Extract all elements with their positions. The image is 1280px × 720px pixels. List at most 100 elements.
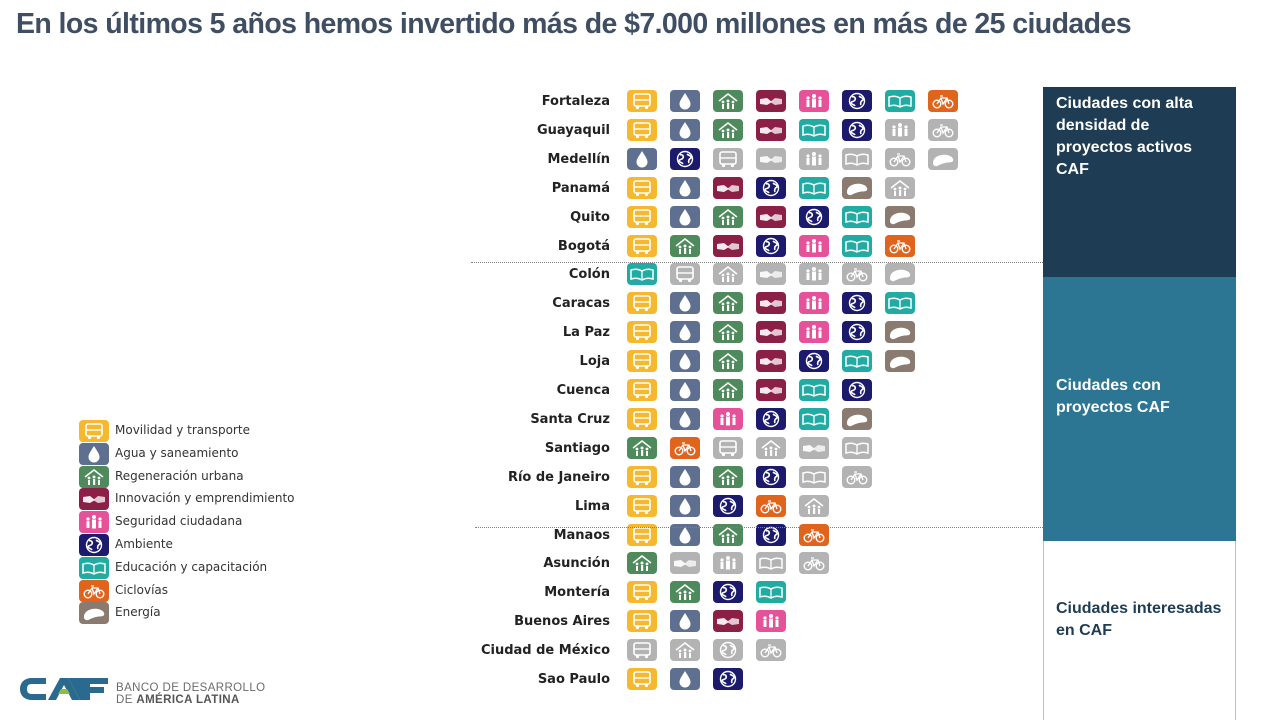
amb-icon xyxy=(713,668,743,690)
agua-icon xyxy=(670,494,700,517)
regen-icon xyxy=(670,639,700,662)
amb-icon xyxy=(756,407,786,430)
ene-icon xyxy=(885,205,915,228)
cic-icon xyxy=(79,579,109,602)
ene-icon xyxy=(885,263,915,286)
ene-icon xyxy=(842,407,872,430)
regen-icon xyxy=(713,321,743,344)
mov-icon xyxy=(627,581,657,604)
innov-icon xyxy=(756,292,786,315)
agua-icon xyxy=(670,379,700,401)
cic-icon xyxy=(756,639,786,662)
agua-icon xyxy=(670,118,700,141)
mov-icon xyxy=(713,147,743,170)
city-label: Asunción xyxy=(543,556,610,572)
legend-label: Educación y capacitación xyxy=(115,559,268,574)
panel-con-proyectos: Ciudades con proyectos CAF xyxy=(1043,277,1236,541)
cic-icon xyxy=(670,436,700,459)
city-label: Ciudad de México xyxy=(480,643,610,659)
seg-icon xyxy=(799,147,829,170)
separator-alta xyxy=(471,262,1043,263)
agua-icon xyxy=(79,442,109,465)
separator-interesadas xyxy=(475,527,1043,528)
regen-icon xyxy=(670,581,700,604)
amb-icon xyxy=(670,147,700,170)
regen-icon xyxy=(79,465,109,488)
regen-icon xyxy=(627,552,657,575)
seg-icon xyxy=(799,234,829,257)
mov-icon xyxy=(627,292,657,315)
city-label: Buenos Aires xyxy=(514,614,610,630)
innov-icon xyxy=(713,176,743,199)
agua-icon xyxy=(670,668,700,690)
innov-icon xyxy=(756,118,786,141)
regen-icon xyxy=(713,205,743,228)
panel-interesadas-label: Ciudades interesadas en CAF xyxy=(1056,600,1222,639)
regen-icon xyxy=(713,292,743,315)
amb-icon xyxy=(842,379,872,401)
edu-icon xyxy=(627,263,657,286)
innov-icon xyxy=(756,379,786,401)
city-label: Bogotá xyxy=(557,238,610,254)
page-title: En los últimos 5 años hemos invertido má… xyxy=(16,8,1132,40)
innov-icon xyxy=(79,488,109,511)
mov-icon xyxy=(670,263,700,286)
seg-icon xyxy=(713,552,743,575)
edu-icon xyxy=(799,465,829,488)
caf-logo-mark xyxy=(20,678,108,700)
regen-icon xyxy=(885,176,915,199)
city-label: Montería xyxy=(544,585,610,601)
edu-icon xyxy=(799,379,829,401)
agua-icon xyxy=(670,350,700,373)
logo-text-line2-bold: AMÉRICA LATINA xyxy=(136,694,240,706)
city-label: Loja xyxy=(579,354,610,370)
amb-icon xyxy=(713,639,743,662)
innov-icon xyxy=(756,263,786,286)
logo-text-line2: DE AMÉRICA LATINA xyxy=(116,694,240,706)
mov-icon xyxy=(713,436,743,459)
edu-icon xyxy=(756,581,786,604)
city-label: Caracas xyxy=(552,296,610,312)
legend-label: Ciclovías xyxy=(115,582,169,597)
edu-icon xyxy=(842,436,872,459)
amb-icon xyxy=(79,534,109,556)
mov-icon xyxy=(627,234,657,257)
logo-text-line1: BANCO DE DESARROLLO xyxy=(116,682,266,694)
mov-icon xyxy=(627,639,657,662)
agua-icon xyxy=(627,147,657,170)
edu-icon xyxy=(799,407,829,430)
regen-icon xyxy=(713,379,743,401)
seg-icon xyxy=(799,292,829,315)
city-label: Sao Paulo xyxy=(537,672,610,687)
seg-icon xyxy=(799,90,829,112)
innov-icon xyxy=(756,205,786,228)
legend-label: Regeneración urbana xyxy=(115,468,244,483)
regen-icon xyxy=(799,494,829,517)
regen-icon xyxy=(713,90,743,112)
legend-label: Agua y saneamiento xyxy=(115,445,239,460)
city-label: Colón xyxy=(568,267,610,283)
agua-icon xyxy=(670,407,700,430)
amb-icon xyxy=(756,176,786,199)
panel-alta-densidad-label: Ciudades con alta densidad de proyectos … xyxy=(1056,95,1193,178)
regen-icon xyxy=(713,118,743,141)
agua-icon xyxy=(670,205,700,228)
amb-icon xyxy=(713,494,743,517)
edu-icon xyxy=(842,234,872,257)
amb-icon xyxy=(799,350,829,373)
edu-icon xyxy=(756,552,786,575)
amb-icon xyxy=(842,90,872,112)
agua-icon xyxy=(670,292,700,315)
innov-icon xyxy=(713,610,743,633)
seg-icon xyxy=(713,407,743,430)
city-label: Panamá xyxy=(551,180,610,196)
edu-icon xyxy=(799,118,829,141)
city-label: Medellín xyxy=(547,151,611,167)
legend-label: Movilidad y transporte xyxy=(115,423,250,437)
regen-icon xyxy=(670,234,700,257)
seg-icon xyxy=(799,263,829,286)
innov-icon xyxy=(799,436,829,459)
mov-icon xyxy=(627,407,657,430)
amb-icon xyxy=(842,292,872,315)
mov-icon xyxy=(627,610,657,633)
